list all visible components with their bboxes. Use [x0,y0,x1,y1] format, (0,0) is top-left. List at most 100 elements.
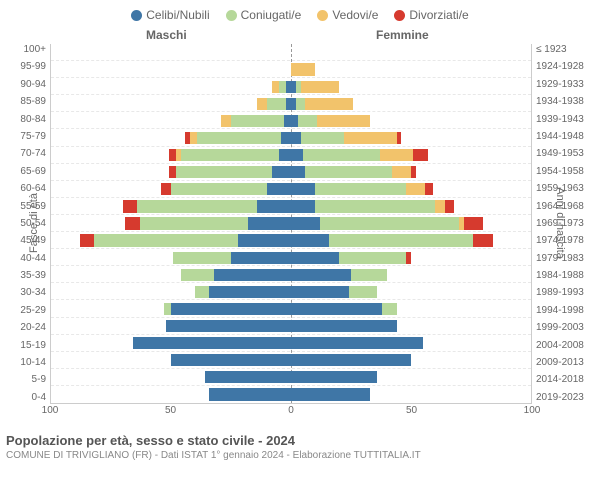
bar-segment [231,252,291,264]
male-half [51,266,291,283]
age-label: 100+ [6,44,46,55]
bar-segment [169,149,176,161]
female-half [291,95,531,112]
legend-item: Celibi/Nubili [131,8,209,22]
bar-segment [291,63,315,75]
bar-segment [296,98,306,110]
bar-segment [473,234,492,246]
female-stack [291,149,531,161]
male-stack [51,183,291,195]
female-stack [291,303,531,315]
female-stack [291,354,531,366]
bar-segment [315,200,435,212]
male-half [51,147,291,164]
bar-segment [272,166,291,178]
bar-segment [161,183,171,195]
age-label: 25-29 [6,305,46,316]
legend-swatch [317,10,328,21]
male-stack [51,286,291,298]
female-half [291,78,531,95]
bar-row [51,181,531,198]
female-half [291,129,531,146]
male-half [51,61,291,78]
bar-segment [279,81,286,93]
bar-segment [169,166,176,178]
female-half [291,386,531,403]
male-stack [51,371,291,383]
bar-segment [344,132,397,144]
bar-segment [176,166,272,178]
male-stack [51,252,291,264]
female-half [291,198,531,215]
bar-segment [125,217,139,229]
age-label: 30-34 [6,287,46,298]
female-half [291,61,531,78]
birth-year-label: 1924-1928 [536,61,594,72]
male-stack [51,149,291,161]
male-half [51,112,291,129]
bar-segment [257,200,291,212]
bar-row [51,95,531,112]
bar-segment [315,183,406,195]
bar-row [51,386,531,403]
bar-row [51,129,531,146]
male-stack [51,46,291,58]
bar-segment [351,269,387,281]
male-half [51,78,291,95]
bar-segment [291,200,315,212]
bar-segment [133,337,291,349]
birth-year-label: 1989-1993 [536,287,594,298]
female-stack [291,132,531,144]
age-label: 20-24 [6,322,46,333]
birth-year-label: 2019-2023 [536,392,594,403]
bar-segment [181,149,279,161]
x-tick: 50 [406,405,417,416]
birth-year-label: 1954-1958 [536,166,594,177]
age-label: 85-89 [6,96,46,107]
birth-year-label: 1994-1998 [536,305,594,316]
legend-item: Divorziati/e [394,8,468,22]
male-half [51,181,291,198]
female-half [291,352,531,369]
x-tick: 50 [165,405,176,416]
bar-segment [291,269,351,281]
bar-segment [195,286,209,298]
bar-segment [291,166,305,178]
bar-segment [317,115,370,127]
bar-segment [464,217,483,229]
legend-item: Coniugati/e [226,8,302,22]
bar-row [51,318,531,335]
bar-segment [171,303,291,315]
age-label: 75-79 [6,131,46,142]
bar-segment [171,354,291,366]
male-half [51,352,291,369]
bar-segment [445,200,455,212]
bars-area [50,44,532,403]
female-half [291,283,531,300]
bar-row [51,352,531,369]
bar-segment [231,115,284,127]
bar-segment [166,320,291,332]
bar-row [51,44,531,61]
bar-segment [301,81,339,93]
male-stack [51,269,291,281]
bar-segment [291,320,397,332]
gender-headers: Maschi Femmine [6,28,594,44]
female-half [291,44,531,61]
male-half [51,283,291,300]
bar-segment [257,98,267,110]
yleft-axis-title: Fasce di età [28,194,40,254]
legend-label: Divorziati/e [409,8,468,22]
bar-segment [267,183,291,195]
birth-year-label: 2004-2008 [536,340,594,351]
bar-row [51,369,531,386]
female-half [291,181,531,198]
birth-year-label: 1984-1988 [536,270,594,281]
bar-segment [173,252,231,264]
bar-segment [214,269,291,281]
female-half [291,300,531,317]
legend-label: Coniugati/e [241,8,302,22]
female-half [291,249,531,266]
plot-area: Fasce di età Anni di nascita 100+95-9990… [6,44,594,403]
bar-segment [411,166,416,178]
